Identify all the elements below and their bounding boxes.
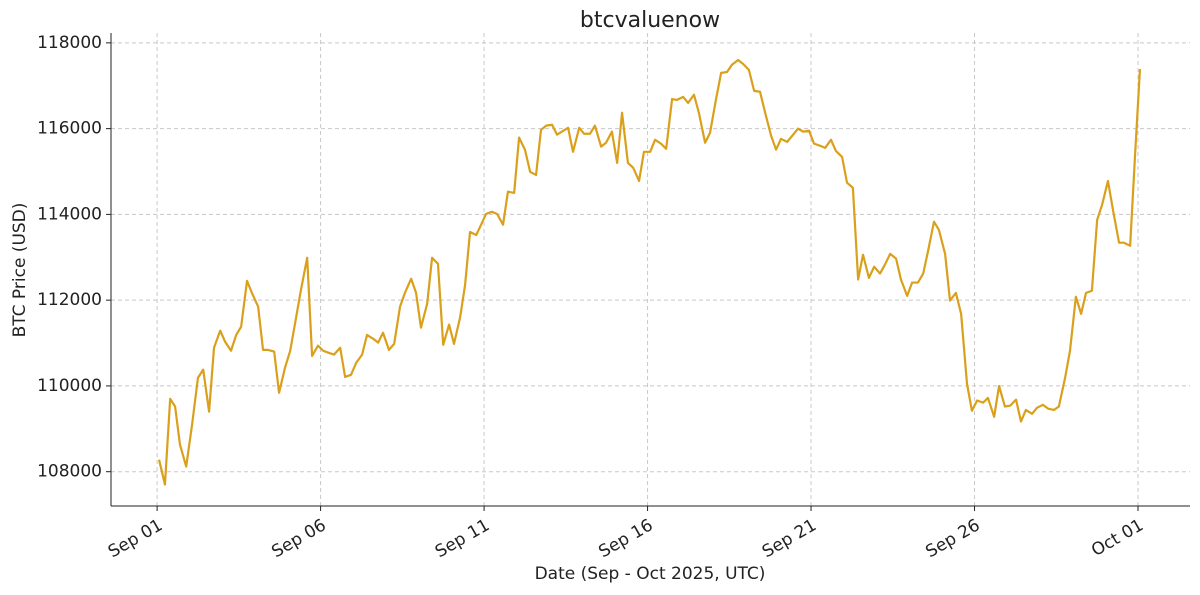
x-tick-label: Oct 01 xyxy=(1088,515,1147,561)
y-tick-label: 114000 xyxy=(37,204,102,224)
x-tick-label: Sep 06 xyxy=(268,515,329,562)
chart-title: btcvaluenow xyxy=(580,8,720,33)
price-line xyxy=(157,58,1142,486)
y-tick-label: 108000 xyxy=(37,462,102,482)
y-tick-label: 110000 xyxy=(37,376,102,396)
y-tick-label: 116000 xyxy=(37,119,102,139)
x-axis-label: Date (Sep - Oct 2025, UTC) xyxy=(535,564,766,584)
x-tick-label: Sep 11 xyxy=(432,515,493,562)
y-tick-label: 112000 xyxy=(37,290,102,310)
y-axis-label: BTC Price (USD) xyxy=(10,203,30,338)
x-tick-label: Sep 26 xyxy=(922,515,983,562)
x-tick-label: Sep 01 xyxy=(105,515,166,562)
y-tick-label: 118000 xyxy=(37,33,102,53)
x-tick-label: Sep 21 xyxy=(759,515,820,562)
x-tick-label: Sep 16 xyxy=(595,515,656,562)
